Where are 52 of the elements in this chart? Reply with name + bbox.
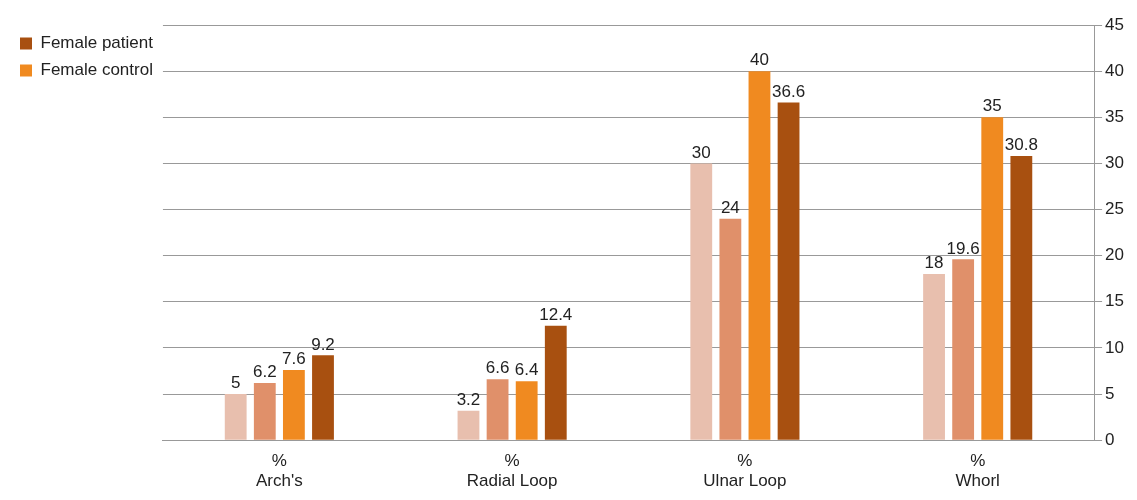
bar [312,355,334,440]
bar [777,102,800,440]
data-label: 5 [230,373,241,393]
data-label: 35 [982,96,1002,116]
x-tick-label: Arch's [255,471,303,491]
y-tick-label: 10 [1105,337,1125,357]
text: % [504,451,520,471]
data-label: 3.2 [456,389,481,409]
y-tick-label: 5 [1105,383,1115,403]
bar [690,163,713,440]
legend-label: Female patient [40,33,154,53]
bar [253,383,276,440]
y-tick-label: 25 [1105,199,1125,219]
y-tick-label: 30 [1105,153,1125,173]
bar [952,259,975,440]
text: % [970,451,986,471]
y-tick-label: 0 [1105,429,1115,449]
bar [1010,156,1033,440]
data-label: 24 [720,197,740,217]
bar [457,410,480,440]
y-tick-label: 15 [1105,291,1125,311]
data-label: 19.6 [946,238,980,258]
data-label: 36.6 [772,81,806,101]
y-tick-label: 35 [1105,106,1125,126]
x-tick-label: Whorl [955,471,1000,491]
data-label: 6.2 [252,362,277,382]
bar [224,394,247,440]
data-label: 30.8 [1004,135,1038,155]
bar [748,71,771,440]
bar [544,325,567,440]
data-label: 12.4 [539,304,573,324]
bar [515,381,538,440]
text: % [271,451,287,471]
bar [486,379,509,440]
text: % [737,451,753,471]
x-tick-label: Radial Loop [466,471,558,491]
data-label: 18 [924,253,944,273]
legend-label: Female control [40,60,153,80]
bar [719,218,742,440]
data-label: 9.2 [311,334,335,354]
x-tick-label: Ulnar Loop [703,471,787,491]
bar [282,370,305,440]
bar [923,274,945,440]
y-tick-label: 40 [1105,60,1125,80]
data-label: 40 [750,50,769,70]
data-label: 30 [691,142,711,162]
data-label: 6.6 [485,358,510,378]
bar [981,117,1004,440]
y-tick-label: 45 [1105,14,1125,34]
y-tick-label: 20 [1105,245,1125,265]
data-label: 7.6 [282,349,306,369]
data-label: 6.4 [514,360,539,380]
